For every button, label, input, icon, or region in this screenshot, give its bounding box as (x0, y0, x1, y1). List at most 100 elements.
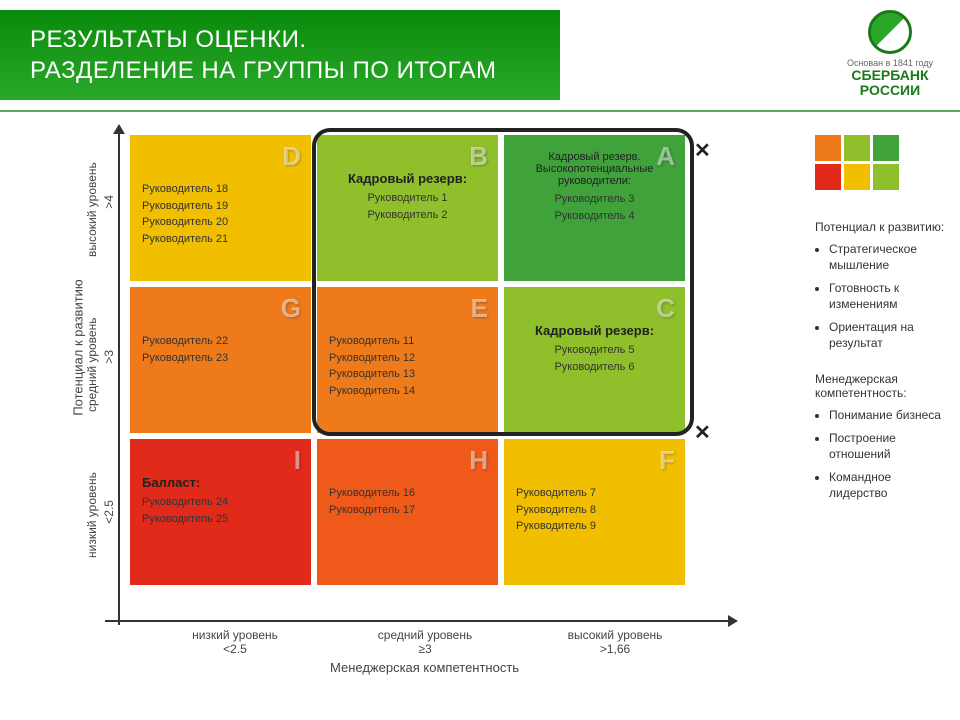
col-level-label: высокий уровень (540, 628, 690, 642)
cell-lines: Руководитель 3Руководитель 4 (516, 191, 673, 224)
cell-line-item: Руководитель 11 (329, 333, 486, 350)
cell-line-item: Руководитель 9 (516, 518, 673, 535)
col-level-value: >1,66 (540, 642, 690, 656)
cell-line-item: Руководитель 19 (142, 198, 299, 215)
side-list-item: Готовность к изменениям (829, 281, 945, 312)
side-list-item: Понимание бизнеса (829, 408, 945, 424)
row-level-value: <2.5 (102, 500, 116, 524)
side-heading-2: Менеджерская компетентность: (815, 372, 945, 400)
cell-B: BКадровый резерв: Руководитель 1Руководит… (317, 135, 498, 281)
cell-I: IБалласт: Руководитель 24Руководитель 25 (130, 439, 311, 585)
cell-E: EРуководитель 11Руководитель 12Руководит… (317, 287, 498, 433)
cell-C: CКадровый резерв: Руководитель 5Руководит… (504, 287, 685, 433)
mini-color-swatch (873, 135, 899, 161)
arrow-right-icon (728, 615, 738, 627)
row-level-value: >3 (102, 350, 116, 364)
row-level-value: >4 (102, 195, 116, 209)
side-heading-1: Потенциал к развитию: (815, 220, 945, 234)
side-list-potential: Стратегическое мышление Готовность к изме… (815, 242, 945, 352)
cell-line-item: Руководитель 23 (142, 350, 299, 367)
logo-name-1: СБЕРБАНК (840, 68, 940, 83)
cell-F: F Руководитель 7Руководитель 8Руководител… (504, 439, 685, 585)
cell-letter: H (469, 445, 488, 476)
cell-line-item: Руководитель 4 (516, 208, 673, 225)
side-list-item: Ориентация на результат (829, 320, 945, 351)
side-list-competence: Понимание бизнеса Построение отношений Ком… (815, 408, 945, 502)
cell-line-item: Руководитель 17 (329, 502, 486, 519)
header-band: РЕЗУЛЬТАТЫ ОЦЕНКИ. РАЗДЕЛЕНИЕ НА ГРУППЫ … (0, 10, 560, 100)
cell-letter: F (659, 445, 675, 476)
cell-line-item: Руководитель 22 (142, 333, 299, 350)
cell-lines: Руководитель 24Руководитель 25 (142, 494, 299, 527)
cell-line-item: Руководитель 14 (329, 383, 486, 400)
cell-lines: Руководитель 22Руководитель 23 (142, 333, 299, 366)
cell-line-item: Руководитель 12 (329, 350, 486, 367)
cell-line-item: Руководитель 21 (142, 231, 299, 248)
logo-name-2: РОССИИ (840, 83, 940, 98)
cell-line-item: Руководитель 18 (142, 181, 299, 198)
cell-title: Кадровый резерв: (516, 323, 673, 338)
cell-lines: Руководитель 1Руководитель 2 (329, 190, 486, 223)
cell-title: Кадровый резерв: (329, 171, 486, 186)
cell-lines: Руководитель 16Руководитель 17 (329, 485, 486, 518)
col-level-label: средний уровень (350, 628, 500, 642)
mini-color-swatch (844, 135, 870, 161)
corner-mark-2: ✕ (694, 420, 711, 445)
cell-lines: Руководитель 5Руководитель 6 (516, 342, 673, 375)
cell-letter: D (282, 141, 301, 172)
cell-line-item: Руководитель 24 (142, 494, 299, 511)
row-level-label: низкий уровень (85, 450, 99, 580)
cell-letter: E (471, 293, 488, 324)
cell-line-item: Руководитель 16 (329, 485, 486, 502)
matrix-grid: DРуководитель 18Руководитель 19Руководит… (130, 135, 685, 585)
header-line2: РАЗДЕЛЕНИЕ НА ГРУППЫ ПО ИТОГАМ (30, 55, 530, 86)
cell-line-item: Руководитель 7 (516, 485, 673, 502)
side-list-item: Командное лидерство (829, 470, 945, 501)
header-divider (0, 110, 960, 112)
cell-line-item: Руководитель 2 (329, 207, 486, 224)
mini-color-swatch (873, 164, 899, 190)
logo-circle-icon (868, 10, 912, 54)
nine-box-chart: Потенциал к развитию Менеджерская компет… (50, 130, 730, 670)
cell-letter: I (294, 445, 301, 476)
cell-A: AКадровый резерв. Высокопотенциальные ру… (504, 135, 685, 281)
cell-line-item: Руководитель 1 (329, 190, 486, 207)
row-level-label: высокий уровень (85, 145, 99, 275)
cell-H: H Руководитель 16Руководитель 17 (317, 439, 498, 585)
y-axis-label: Потенциал к развитию (71, 279, 86, 415)
cell-letter: A (656, 141, 675, 172)
side-panel: Потенциал к развитию: Стратегическое мыш… (815, 135, 945, 522)
side-list-item: Построение отношений (829, 431, 945, 462)
cell-title: Балласт: (142, 475, 299, 490)
cell-lines: Руководитель 18Руководитель 19Руководите… (142, 181, 299, 247)
cell-D: DРуководитель 18Руководитель 19Руководит… (130, 135, 311, 281)
cell-line-item: Руководитель 5 (516, 342, 673, 359)
cell-line-item: Руководитель 3 (516, 191, 673, 208)
cell-G: G Руководитель 22Руководитель 23 (130, 287, 311, 433)
cell-lines: Руководитель 11Руководитель 12Руководите… (329, 333, 486, 399)
cell-lines: Руководитель 7Руководитель 8Руководитель… (516, 485, 673, 535)
mini-color-grid (815, 135, 945, 190)
cell-line-item: Руководитель 13 (329, 366, 486, 383)
cell-line-item: Руководитель 20 (142, 214, 299, 231)
corner-mark-1: ✕ (694, 138, 711, 163)
mini-color-swatch (844, 164, 870, 190)
header-line1: РЕЗУЛЬТАТЫ ОЦЕНКИ. (30, 24, 530, 55)
cell-letter: B (469, 141, 488, 172)
cell-letter: C (656, 293, 675, 324)
cell-line-item: Руководитель 25 (142, 511, 299, 528)
col-level-value: <2.5 (160, 642, 310, 656)
x-axis-line (105, 620, 735, 622)
cell-line-item: Руководитель 6 (516, 359, 673, 376)
x-axis-label: Менеджерская компетентность (330, 660, 519, 675)
col-level-value: ≥3 (350, 642, 500, 656)
y-axis-line (118, 130, 120, 625)
side-list-item: Стратегическое мышление (829, 242, 945, 273)
mini-color-swatch (815, 135, 841, 161)
sberbank-logo: Основан в 1841 году СБЕРБАНК РОССИИ (840, 10, 940, 99)
col-level-label: низкий уровень (160, 628, 310, 642)
cell-letter: G (281, 293, 301, 324)
mini-color-swatch (815, 164, 841, 190)
row-level-label: средний уровень (85, 300, 99, 430)
cell-line-item: Руководитель 8 (516, 502, 673, 519)
